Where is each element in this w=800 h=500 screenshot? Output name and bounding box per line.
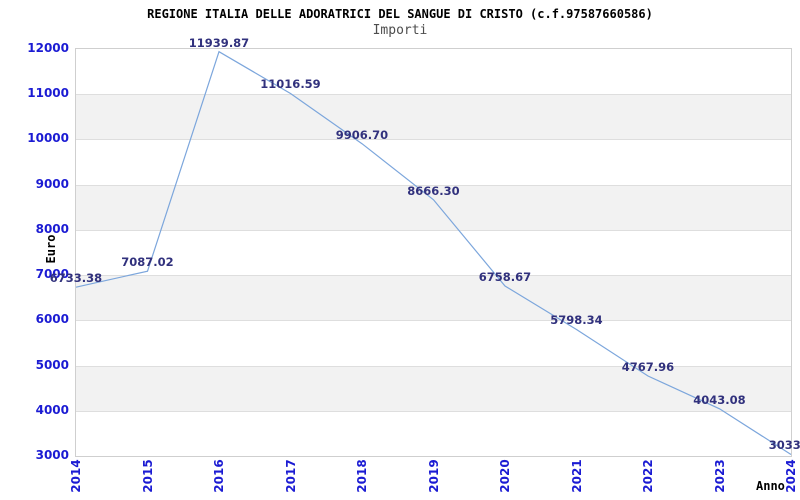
y-axis-title: Euro (44, 234, 58, 264)
gridline (76, 94, 791, 95)
x-tick-label: 2020 (498, 459, 512, 493)
point-value-label: 11016.59 (260, 77, 321, 92)
shaded-band (76, 275, 791, 321)
point-value-label: 8666.30 (407, 183, 460, 198)
y-tick-label: 11000 (27, 86, 69, 101)
shaded-band (76, 365, 791, 411)
point-value-label: 3033.2 (768, 438, 800, 453)
x-tick-label: 2017 (283, 459, 298, 493)
y-tick-label: 12000 (27, 41, 69, 55)
data-line-svg (75, 50, 792, 456)
point-value-label: 7087.02 (121, 255, 174, 270)
point-value-label: 11939.87 (188, 35, 250, 50)
x-tick-label: 2015 (140, 459, 155, 493)
y-tick-label: 7000 (35, 267, 69, 282)
point-value-label: 4043.08 (693, 392, 746, 407)
gridline (76, 185, 791, 186)
gridline (76, 320, 791, 321)
x-tick-label: 2014 (69, 459, 83, 493)
plot-area (75, 48, 792, 457)
gridline (76, 411, 791, 412)
chart-subtitle: Importi (372, 23, 428, 38)
y-tick-label: 4000 (35, 402, 69, 417)
y-tick-label: 3000 (35, 448, 69, 462)
x-tick-label: 2021 (569, 459, 584, 493)
y-tick-label: 10000 (27, 131, 69, 146)
point-value-label: 9906.70 (335, 127, 389, 142)
shaded-band (76, 184, 791, 230)
point-value-label: 5798.34 (550, 313, 603, 328)
importi-line (75, 50, 792, 456)
x-tick-label: 2022 (641, 459, 655, 493)
chart-title: REGIONE ITALIA DELLE ADORATRICI DEL SANG… (147, 7, 653, 21)
shaded-band (76, 94, 791, 140)
point-value-label: 4767.96 (621, 360, 675, 375)
point-value-label: 6733.38 (49, 271, 103, 286)
y-tick-label: 8000 (35, 221, 69, 236)
y-tick-label: 6000 (35, 312, 69, 327)
y-tick-label: 5000 (35, 357, 69, 372)
y-tick-label: 9000 (35, 176, 69, 191)
x-tick-label: 2016 (212, 459, 226, 493)
x-tick-label: 2024 (784, 459, 798, 493)
x-tick-label: 2019 (426, 459, 441, 493)
gridline (76, 275, 791, 276)
gridline (76, 139, 791, 140)
gridline (76, 366, 791, 367)
x-tick-label: 2018 (355, 459, 369, 493)
point-value-label: 6758.67 (478, 270, 532, 285)
gridline (76, 230, 791, 231)
x-axis-title: Anno (756, 479, 785, 493)
x-tick-label: 2023 (712, 459, 727, 493)
